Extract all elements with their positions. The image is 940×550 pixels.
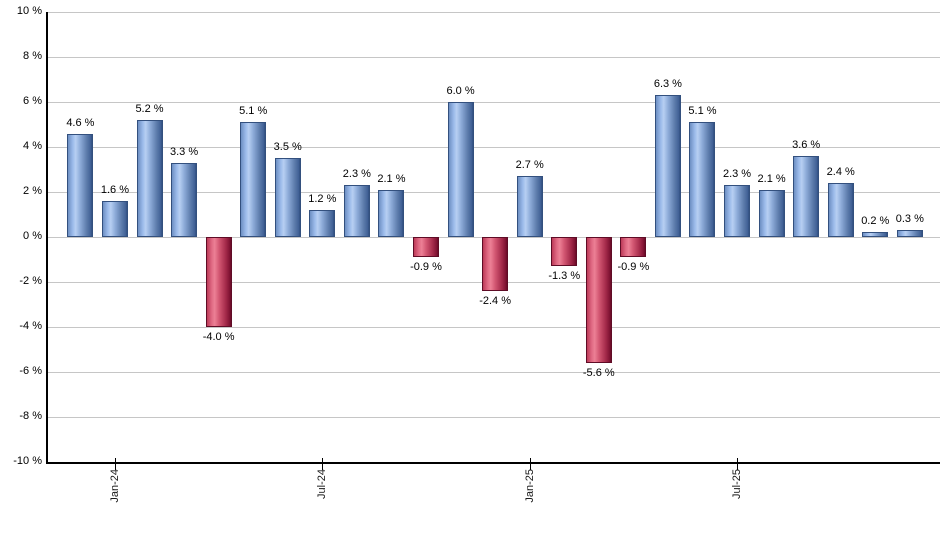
bar-jan-24 [101,201,128,237]
bar-oct-24 [413,237,439,257]
bar-value-label: 2.7 % [515,159,544,171]
bar-value-label: 2.3 % [722,168,752,180]
y-axis-tick-label: -6 % [19,365,42,377]
bar-value-label: 1.2 % [308,193,337,205]
x-axis-tick [529,458,531,470]
bar-value-label: 3.5 % [273,141,302,153]
y-axis-tick-label: 0 % [23,230,42,242]
bar-value-label: -4.0 % [202,331,235,343]
y-axis-line [46,12,48,462]
gridline [48,191,940,193]
bar-value-label: 6.3 % [653,78,682,90]
x-axis-tick-label: Jul-24 [316,469,329,499]
x-axis-tick [114,458,116,470]
bar-nov-24 [447,102,474,237]
bar-may-24 [240,122,267,237]
bar-feb-24 [136,120,163,237]
gridline [48,101,940,103]
bar-may-25 [654,95,681,237]
bar-dec-25 [896,230,923,237]
bar-value-label: 3.6 % [792,139,821,151]
bar-value-label: 2.1 % [377,173,406,185]
x-axis-tick-label: Jan-25 [523,469,536,503]
bar-value-label: 2.1 % [757,173,786,185]
bar-feb-25 [551,237,578,266]
gridline [48,146,940,148]
bar-value-label: 5.2 % [135,103,164,115]
gridline [48,371,940,373]
bar-value-label: 0.3 % [895,213,924,225]
y-axis-tick-label: -2 % [19,275,42,287]
bar-value-label: 3.3 % [170,146,199,158]
bar-jan-25 [516,176,543,237]
bar-value-label: 2.4 % [826,166,855,178]
bar-apr-25 [620,237,647,257]
bar-dec-23 [67,134,94,237]
bar-oct-25 [827,183,854,237]
y-axis-tick-label: 10 % [16,5,42,17]
y-axis-tick-label: 6 % [23,95,42,107]
bar-value-label: 1.6 % [100,184,130,196]
bar-value-label: -0.9 % [617,261,650,273]
gridline [48,326,940,328]
bar-sep-25 [793,156,820,237]
y-axis-tick-label: -10 % [13,455,42,467]
bar-sep-24 [378,190,405,237]
y-axis-tick-label: 2 % [23,185,42,197]
bar-nov-25 [862,232,889,237]
bar-value-label: 2.3 % [342,168,371,180]
gridline [48,416,940,418]
bar-value-label: -2.4 % [479,295,511,307]
bar-value-label: 6.0 % [446,85,475,97]
y-axis-tick-label: -8 % [19,410,42,422]
bar-mar-25 [585,237,612,363]
gridline [48,56,940,58]
x-axis-tick-label: Jan-24 [108,469,121,503]
bar-value-label: -5.6 % [582,367,615,379]
x-axis-tick [322,458,324,470]
x-axis-line [46,462,940,464]
bar-value-label: 5.1 % [239,105,268,117]
bar-value-label: 0.2 % [861,215,890,227]
bar-apr-24 [205,237,232,327]
bar-jul-24 [309,210,336,237]
y-axis-tick-label: 4 % [23,140,42,152]
bar-value-label: -1.3 % [548,270,581,282]
bar-jun-24 [274,158,301,237]
y-axis-tick-label: -4 % [19,320,42,332]
x-axis-tick-label: Jul-25 [731,469,744,499]
gridline [48,11,940,13]
bar-jun-25 [689,122,716,237]
bar-mar-24 [171,163,198,237]
bar-aug-24 [343,185,370,237]
bar-value-label: 5.1 % [688,105,717,117]
bar-dec-24 [482,237,509,291]
bar-aug-25 [758,190,785,237]
bar-value-label: -0.9 % [410,261,442,273]
bar-value-label: 4.6 % [66,117,95,129]
bar-jul-25 [724,185,751,237]
x-axis-tick [737,458,739,470]
y-axis-tick-label: 8 % [23,50,42,62]
